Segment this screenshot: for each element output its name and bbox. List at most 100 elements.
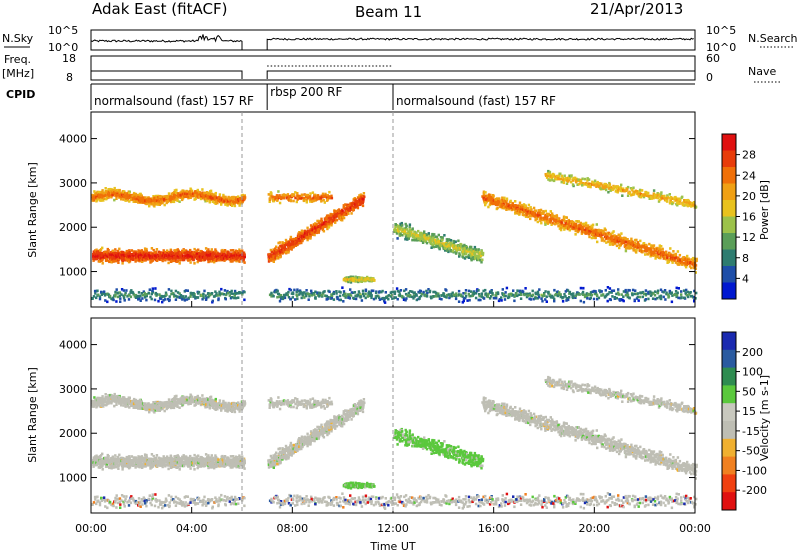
power-cell: [570, 292, 573, 296]
power-cell: [484, 198, 488, 201]
power-cell: [619, 236, 623, 240]
power-cell: [109, 253, 112, 256]
power-cell: [559, 295, 562, 299]
power-cell: [591, 224, 594, 228]
power-cell: [308, 292, 311, 296]
power-cell: [176, 295, 179, 299]
nave-tick-bottom: 0: [706, 71, 713, 84]
power-cell: [458, 293, 461, 296]
power-cell: [97, 250, 101, 254]
power-cell: [402, 298, 406, 301]
power-cell: [281, 246, 284, 249]
power-cell: [561, 218, 564, 222]
power-cell: [627, 244, 630, 248]
power-cell: [197, 248, 200, 252]
power-cell: [158, 203, 161, 206]
power-cell: [272, 260, 275, 263]
power-cell: [130, 249, 134, 252]
power-cell: [180, 256, 183, 260]
power-cell: [601, 237, 604, 240]
power-cell: [544, 290, 547, 293]
power-cell: [525, 206, 528, 210]
power-cell: [541, 218, 545, 222]
cpid-segment-label: rbsp 200 RF: [270, 85, 342, 99]
power-cell: [320, 221, 323, 225]
power-cell: [556, 294, 559, 298]
freq-label-1: Freq.: [4, 53, 31, 66]
power-cell: [649, 294, 653, 297]
power-cell: [686, 290, 689, 294]
power-cell: [101, 262, 104, 265]
power-cell: [241, 256, 244, 260]
power-cell: [304, 292, 307, 296]
power-cell: [210, 194, 213, 197]
power-cell: [299, 196, 302, 200]
power-cell: [159, 195, 162, 198]
power-cell: [201, 191, 204, 194]
power-cell: [275, 288, 278, 292]
power-cell: [594, 290, 597, 293]
power-cell: [289, 288, 293, 292]
power-cell: [572, 294, 575, 298]
power-cell: [608, 243, 612, 246]
power-cell: [276, 256, 279, 260]
power-cell: [522, 290, 525, 294]
power-cell: [278, 246, 281, 249]
power-cell: [204, 256, 208, 259]
power-cell: [362, 192, 366, 195]
power-cell: [393, 292, 397, 296]
power-cell: [314, 231, 317, 234]
power-cell: [228, 252, 232, 255]
power-cell: [585, 224, 588, 227]
power-cell: [109, 187, 112, 191]
power-cell: [322, 199, 325, 202]
power-cell: [381, 296, 384, 300]
power-cell: [480, 260, 483, 264]
power-cell: [494, 294, 497, 297]
power-cell: [564, 295, 567, 298]
power-cell: [91, 195, 94, 198]
power-cell: [604, 228, 607, 232]
power-cell: [209, 253, 212, 256]
power-cell: [233, 204, 237, 208]
power-cell: [111, 193, 114, 197]
power-cell: [626, 238, 629, 241]
power-cell: [501, 292, 504, 295]
power-cell: [241, 255, 244, 258]
power-cell: [341, 212, 344, 215]
power-cell: [484, 292, 487, 295]
power-cell: [425, 295, 429, 298]
power-cell: [419, 237, 423, 240]
power-cell: [114, 254, 118, 257]
power-cell: [504, 294, 507, 298]
power-cell: [461, 295, 464, 298]
power-cell: [269, 248, 273, 252]
power-cell: [444, 249, 447, 252]
power-cell: [467, 292, 470, 296]
power-cell: [322, 229, 326, 233]
power-cell: [175, 257, 179, 260]
power-cell: [231, 258, 234, 262]
nsky-panel: [90, 29, 696, 51]
power-cell: [380, 290, 383, 294]
power-cell: [419, 231, 423, 235]
power-cell: [469, 254, 473, 258]
power-cell: [418, 297, 421, 300]
power-cell: [149, 197, 152, 201]
power-cell: [585, 292, 589, 295]
power-cell: [283, 244, 287, 247]
power-cell: [495, 291, 498, 295]
power-cell: [170, 197, 173, 201]
power-cell: [303, 291, 306, 294]
power-cell: [418, 296, 421, 299]
power-cell: [404, 237, 407, 241]
power-cell: [274, 256, 277, 259]
power-cell: [303, 230, 307, 233]
power-cell: [667, 295, 671, 298]
power-cell: [131, 257, 134, 261]
power-cell: [451, 291, 454, 295]
power-cell: [599, 289, 602, 293]
power-cell: [111, 257, 114, 261]
power-cell: [277, 252, 280, 255]
power-cell: [227, 202, 231, 205]
